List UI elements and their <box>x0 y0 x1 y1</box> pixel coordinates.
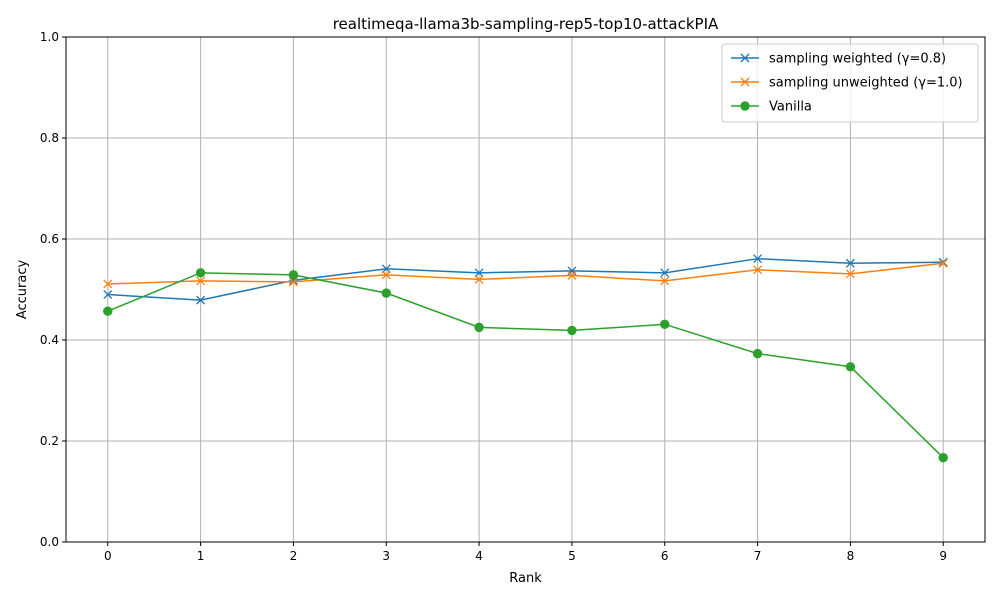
legend-item: Vanilla <box>731 100 812 115</box>
x-tick-label: 4 <box>475 549 483 563</box>
data-point <box>381 288 391 298</box>
legend-label: sampling unweighted (γ=1.0) <box>769 76 963 91</box>
data-point <box>567 270 577 280</box>
x-axis: 0 1 2 3 4 5 6 7 8 9 <box>104 542 947 563</box>
y-tick-label: 0.2 <box>40 434 59 448</box>
y-axis-label: Accuracy <box>15 260 30 320</box>
series-0 <box>103 254 948 305</box>
data-point <box>288 277 298 287</box>
series-layer <box>103 254 948 463</box>
data-point <box>753 254 763 264</box>
data-point <box>196 295 206 305</box>
data-point <box>195 268 206 278</box>
data-point <box>938 452 948 463</box>
legend-item: sampling weighted (γ=0.8) <box>731 52 946 67</box>
data-point <box>567 325 577 336</box>
series-1 <box>103 258 948 289</box>
x-tick-label: 1 <box>197 549 205 563</box>
x-tick-label: 0 <box>104 549 112 563</box>
data-point <box>103 290 113 300</box>
chart-title: realtimeqa-llama3b-sampling-rep5-top10-a… <box>333 15 719 33</box>
data-point <box>938 258 948 268</box>
series-2 <box>103 268 948 463</box>
data-point <box>752 348 763 359</box>
data-point <box>103 306 113 316</box>
data-point <box>660 268 670 278</box>
data-point <box>474 322 484 333</box>
data-point <box>474 268 484 278</box>
x-tick-label: 7 <box>754 549 762 563</box>
x-tick-label: 3 <box>382 549 390 563</box>
data-point <box>196 276 206 286</box>
y-tick-label: 1.0 <box>40 30 59 44</box>
legend-label: sampling weighted (γ=0.8) <box>769 52 946 67</box>
series-line <box>107 257 944 301</box>
legend-marker <box>740 77 750 87</box>
data-point <box>753 265 763 275</box>
data-point <box>381 270 391 280</box>
data-point <box>660 319 670 330</box>
legend-label: Vanilla <box>769 100 812 115</box>
x-axis-label: Rank <box>509 571 542 586</box>
data-point <box>103 279 113 289</box>
legend-item: sampling unweighted (γ=1.0) <box>731 76 963 91</box>
data-point <box>938 257 948 267</box>
series-line <box>107 272 944 459</box>
plot-frame <box>65 36 986 543</box>
data-point <box>845 269 855 279</box>
x-tick-label: 6 <box>661 549 669 563</box>
legend-marker <box>740 53 750 63</box>
data-point <box>845 362 856 372</box>
y-tick-label: 0.0 <box>40 535 59 549</box>
legend-box <box>721 43 979 123</box>
y-tick-label: 0.8 <box>40 131 59 145</box>
data-point <box>660 276 670 286</box>
legend-marker <box>740 101 750 111</box>
y-tick-label: 0.4 <box>40 333 59 347</box>
data-point <box>474 274 484 284</box>
series-line <box>107 262 944 285</box>
x-tick-label: 2 <box>290 549 298 563</box>
data-point <box>845 258 855 268</box>
data-point <box>288 270 299 280</box>
x-tick-label: 5 <box>568 549 576 563</box>
y-axis: 0.0 0.2 0.4 0.6 0.8 1.0 <box>40 30 66 549</box>
x-tick-label: 9 <box>939 549 947 563</box>
x-tick-label: 8 <box>847 549 855 563</box>
y-tick-label: 0.6 <box>40 232 59 246</box>
legend: sampling weighted (γ=0.8) sampling unweig… <box>721 43 979 123</box>
